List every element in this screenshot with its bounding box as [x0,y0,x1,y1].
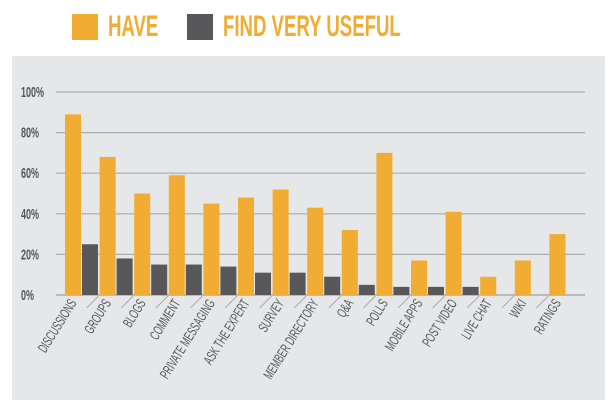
bar-find-very-useful [185,264,202,295]
x-tick-label: LIVE CHAT [459,297,496,343]
category-separator [363,295,376,309]
bar-have [514,260,531,295]
legend-item-have: HAVE [72,10,189,44]
bar-find-very-useful [116,258,133,295]
category-separator [293,295,307,309]
bar-find-very-useful [82,244,98,295]
y-tick-label: 40% [21,205,39,222]
y-tick-label: 20% [21,246,39,263]
bar-find-very-useful [462,286,479,295]
bar-have [134,193,151,295]
x-tick-label: RATINGS [531,296,564,337]
legend: HAVE FIND VERY USEFUL [0,0,614,55]
bar-have [203,203,220,295]
category-separator [259,295,272,309]
x-tick-label: SURVEY [256,296,288,335]
bar-have [99,156,116,295]
x-tick-label: POLLS [363,296,391,328]
bar-have [411,260,427,295]
bar-find-very-useful [393,286,410,295]
category-separator [190,295,203,309]
category-separator [432,295,445,309]
y-tick-label: 0% [21,287,34,304]
bar-find-very-useful [428,286,444,295]
bar-find-very-useful [151,264,168,295]
legend-label-find-very-useful: FIND VERY USEFUL [223,10,401,43]
bar-have [168,175,185,295]
bar-find-very-useful [358,284,375,295]
legend-swatch-find-very-useful [187,14,213,40]
bar-have [238,197,254,295]
y-tick-label: 80% [21,124,39,141]
bar-have [341,230,358,295]
category-separator [224,295,238,309]
legend-item-find-very-useful: FIND VERY USEFUL [187,10,510,44]
x-tick-label: COMMENT [147,297,184,343]
bar-have [65,114,81,295]
category-separator [86,295,99,309]
category-separator [501,295,515,309]
y-tick-label: 100% [21,84,44,101]
x-tick-label: WIKI [507,297,530,321]
bar-have [272,189,289,295]
bar-have [376,152,393,295]
category-separator [536,295,549,309]
category-separator [328,295,342,309]
category-separator [466,295,480,309]
legend-swatch-have [72,14,98,40]
bar-find-very-useful [255,272,271,295]
bar-have [445,211,462,295]
x-tick-label: BLOGS [120,296,149,330]
category-separator [120,295,134,309]
bar-have [549,234,566,295]
x-tick-label: DISCUSSIONS [35,296,80,355]
bar-have [480,276,497,295]
category-separator [155,295,169,309]
category-separator [397,295,411,309]
bar-find-very-useful [324,276,341,295]
y-tick-label: 60% [21,165,39,182]
bar-find-very-useful [289,272,306,295]
legend-label-have: HAVE [108,10,159,43]
x-tick-label: GROUPS [82,296,115,336]
bar-have [307,207,324,295]
bar-find-very-useful [220,266,237,295]
x-tick-label: Q&A [334,296,357,320]
x-tick-label: POST VIDEO [419,297,460,350]
